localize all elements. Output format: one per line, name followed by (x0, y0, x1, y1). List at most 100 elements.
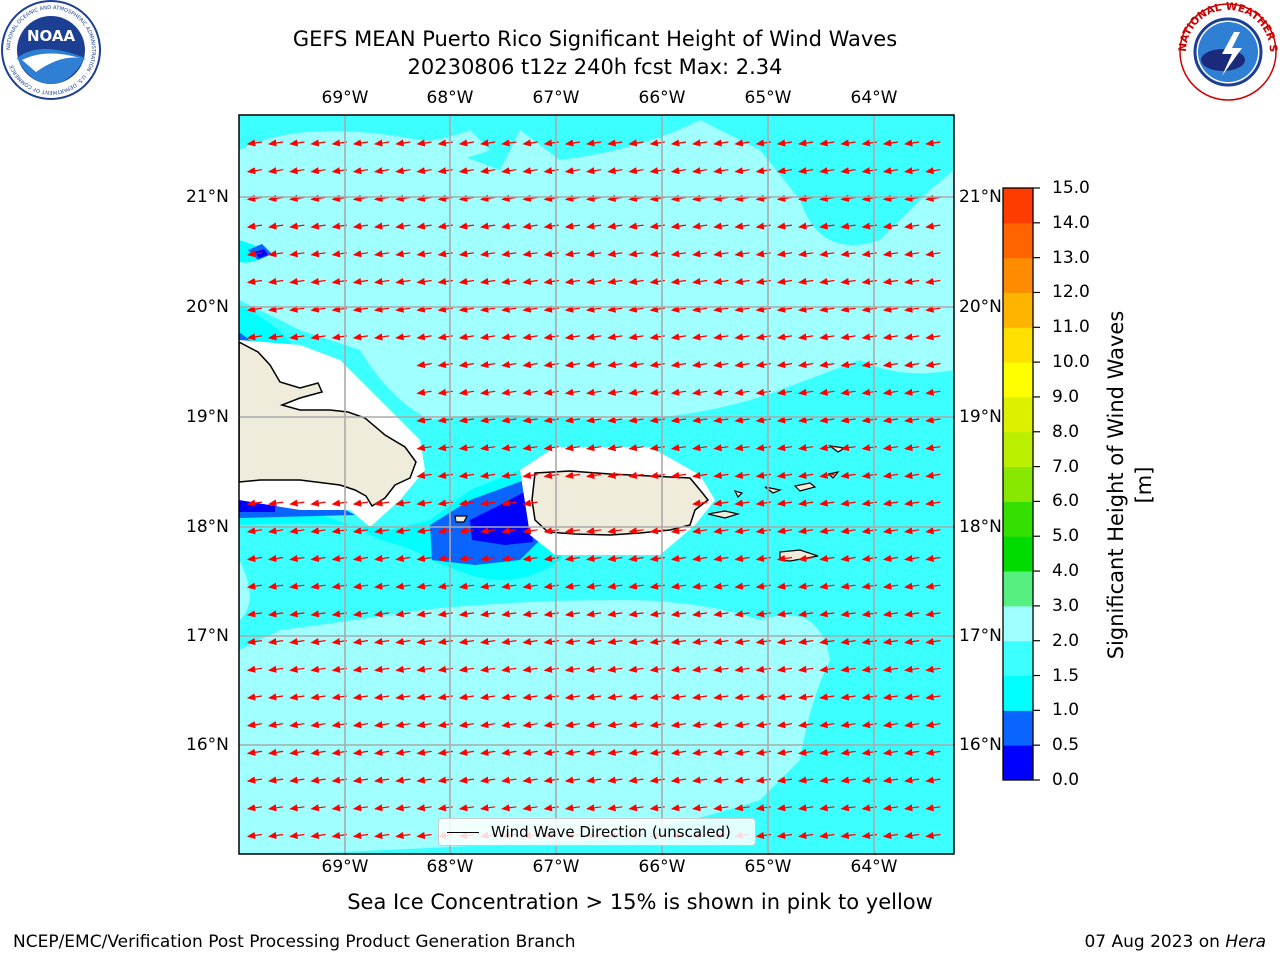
lon-label-bot: 68°W (426, 857, 474, 877)
wave-arrow (564, 721, 581, 729)
wave-arrow (798, 277, 814, 286)
chart-title-line1: GEFS MEAN Puerto Rico Significant Height… (292, 27, 898, 51)
wave-arrow (734, 333, 750, 341)
colorbar-band (1003, 710, 1033, 746)
wave-arrow (416, 499, 432, 507)
wave-arrow (734, 610, 750, 618)
wave-arrow (480, 388, 496, 396)
wave-arrow (607, 416, 623, 424)
wave-arrow (458, 250, 475, 258)
wave-arrow (395, 139, 411, 147)
colorbar-tick-label: 12.0 (1052, 282, 1090, 303)
colorbar-band (1003, 466, 1033, 502)
wave-arrow (501, 693, 517, 701)
wave-arrow (522, 665, 538, 673)
wave-arrow (310, 222, 326, 230)
wave-arrow (670, 388, 687, 396)
wave-arrow (734, 361, 750, 369)
wave-arrow (819, 167, 835, 175)
wave-arrow (713, 693, 729, 701)
wave-arrow (882, 776, 899, 784)
wave-arrow (607, 277, 623, 286)
wave-arrow (798, 610, 814, 618)
wave-arrow (819, 721, 835, 729)
wave-arrow (564, 527, 581, 535)
wave-arrow (395, 665, 411, 673)
wave-arrow (522, 527, 538, 535)
wave-arrow (819, 527, 835, 535)
wave-arrow (501, 222, 517, 230)
wave-arrow (670, 804, 687, 812)
wave-arrow (352, 721, 369, 729)
wave-arrow (670, 471, 687, 479)
wave-arrow (925, 499, 941, 507)
wave-arrow (289, 277, 305, 286)
wave-arrow (352, 776, 369, 784)
wave-arrow (882, 665, 899, 673)
wave-arrow (692, 139, 708, 147)
wave-arrow (819, 388, 835, 396)
wave-arrow (246, 693, 263, 701)
wave-arrow (416, 361, 432, 369)
wave-arrow (395, 804, 411, 812)
wave-arrow (925, 721, 941, 729)
wave-arrow (564, 554, 581, 563)
wave-arrow (289, 167, 305, 175)
wave-arrow (713, 610, 729, 618)
wave-arrow (840, 167, 856, 175)
wave-arrow (925, 638, 941, 646)
wave-arrow (374, 804, 390, 812)
wave-arrow (564, 361, 581, 369)
lat-label-right: 21°N (959, 187, 1001, 207)
wave-arrow (480, 250, 496, 258)
wave-arrow (395, 250, 411, 258)
wave-arrow (607, 361, 623, 369)
wave-arrow (734, 388, 750, 396)
wave-arrow (692, 305, 708, 313)
wave-arrow (882, 554, 899, 563)
colorbar-tick-label: 13.0 (1052, 247, 1090, 268)
wave-arrow (925, 665, 941, 673)
wave-arrow (692, 361, 708, 369)
wave-arrow (882, 582, 899, 590)
wave-arrow (819, 776, 835, 784)
lon-label-top: 69°W (321, 88, 369, 108)
wave-arrow (395, 721, 411, 729)
wave-arrow (628, 748, 644, 756)
wave-arrow (798, 416, 814, 424)
wave-arrow (395, 305, 411, 313)
wave-arrow (776, 804, 793, 812)
wave-arrow (925, 222, 941, 230)
wave-arrow (310, 250, 326, 258)
wave-arrow (904, 499, 920, 507)
wave-arrow (268, 776, 284, 784)
wave-arrow (692, 610, 708, 618)
wave-arrow (670, 277, 687, 286)
wave-arrow (352, 250, 369, 258)
wave-arrow (289, 499, 305, 507)
wave-arrow (798, 444, 814, 452)
wave-arrow (522, 277, 538, 286)
wave-arrow (904, 693, 920, 701)
wave-arrow (607, 748, 623, 756)
wave-arrow (904, 139, 920, 147)
wave-arrow (586, 638, 602, 646)
wave-arrow (501, 610, 517, 618)
wave-arrow (374, 167, 390, 175)
wave-arrow (713, 333, 729, 341)
wave-arrow (882, 471, 899, 479)
wave-arrow (268, 665, 284, 673)
wave-arrow (522, 471, 538, 479)
wave-arrow (586, 333, 602, 341)
wave-arrow (776, 277, 793, 286)
wave-arrow (713, 305, 729, 313)
wave-arrow (734, 139, 750, 147)
wave-arrow (776, 610, 793, 618)
wave-arrow (310, 638, 326, 646)
wave-arrow (586, 305, 602, 313)
colorbar-tick-label: 1.5 (1052, 665, 1080, 686)
wave-arrow (734, 638, 750, 646)
wave-arrow (734, 665, 750, 673)
wave-arrow (480, 693, 496, 701)
wave-arrow (522, 638, 538, 646)
